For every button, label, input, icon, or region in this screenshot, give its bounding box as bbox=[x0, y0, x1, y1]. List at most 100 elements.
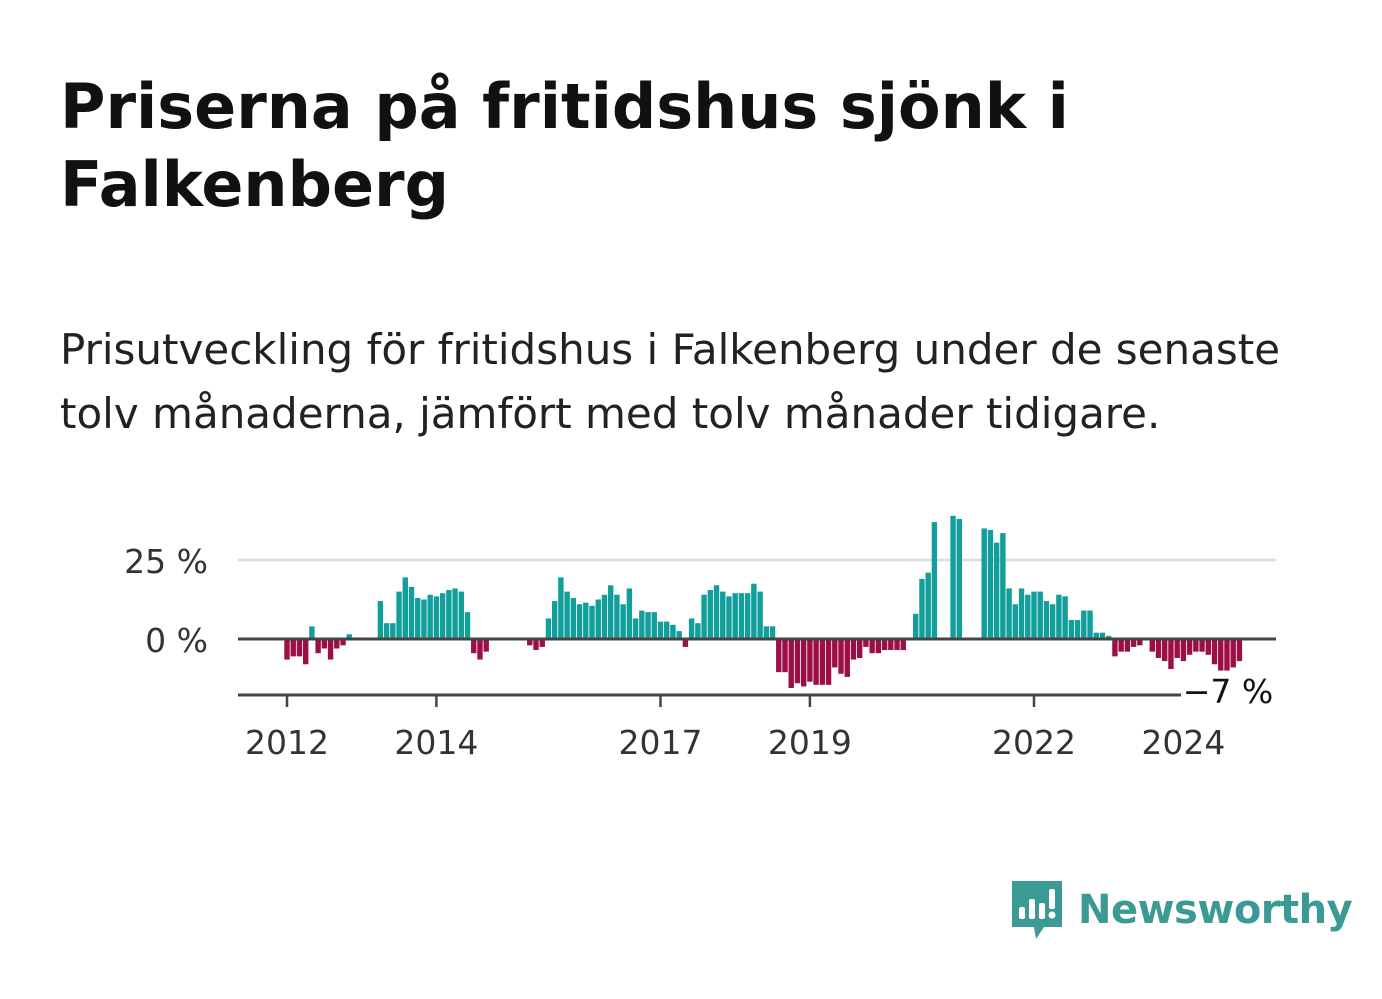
bar bbox=[1130, 639, 1137, 647]
x-tick-label: 2022 bbox=[992, 723, 1076, 762]
bar bbox=[956, 518, 962, 639]
bar bbox=[875, 639, 882, 654]
bar bbox=[819, 639, 826, 685]
bar bbox=[421, 599, 427, 639]
bar bbox=[993, 542, 1000, 639]
bar bbox=[464, 612, 471, 639]
bar bbox=[1031, 591, 1037, 639]
bar bbox=[900, 639, 906, 651]
bar bbox=[570, 597, 577, 639]
bar bbox=[645, 612, 651, 639]
bar bbox=[290, 639, 296, 657]
last-value-label-bg bbox=[1181, 674, 1277, 710]
bar bbox=[346, 634, 352, 639]
bar bbox=[396, 591, 402, 639]
bar bbox=[664, 621, 670, 639]
chart-subtitle: Prisutveckling för fritidshus i Falkenbe… bbox=[60, 325, 1281, 438]
bar bbox=[1162, 639, 1168, 662]
price-change-bar-chart: 25 % 0 % 2012 2014 2017 2019 2022 2024 −7 % bbox=[124, 515, 1277, 762]
bar bbox=[589, 605, 595, 639]
newsworthy-chart-bubble-icon bbox=[1012, 881, 1062, 939]
bar bbox=[1018, 588, 1025, 639]
bar bbox=[807, 639, 813, 682]
bar bbox=[1062, 596, 1068, 639]
bar bbox=[595, 599, 601, 639]
bar bbox=[744, 593, 751, 639]
bar bbox=[1025, 594, 1031, 639]
y-tick-label: 25 % bbox=[124, 542, 208, 581]
brand-name: Newsworthy bbox=[1078, 887, 1353, 933]
bar bbox=[427, 594, 433, 639]
bar bbox=[738, 593, 745, 639]
bar bbox=[327, 639, 334, 660]
bar bbox=[1081, 610, 1087, 639]
bar bbox=[545, 618, 552, 639]
bar bbox=[1112, 639, 1118, 657]
bar bbox=[533, 639, 539, 651]
bar bbox=[315, 639, 321, 654]
bar bbox=[1168, 639, 1174, 670]
bar bbox=[881, 639, 888, 651]
bar bbox=[1037, 591, 1043, 639]
bar bbox=[1087, 610, 1093, 639]
bar bbox=[483, 639, 489, 652]
bar bbox=[433, 596, 440, 639]
bar bbox=[576, 604, 583, 639]
bar bbox=[919, 578, 925, 639]
bar bbox=[676, 631, 682, 639]
x-tick-label: 2014 bbox=[394, 723, 478, 762]
bar bbox=[1118, 639, 1124, 652]
bar bbox=[769, 626, 776, 639]
bar bbox=[657, 621, 664, 639]
bar bbox=[713, 585, 720, 639]
bar bbox=[383, 623, 390, 639]
bar bbox=[296, 639, 303, 657]
bar bbox=[551, 601, 558, 639]
bar bbox=[608, 585, 614, 639]
bar bbox=[583, 602, 589, 639]
bar bbox=[1224, 639, 1230, 671]
bar bbox=[1049, 604, 1056, 639]
x-tick-label: 2024 bbox=[1141, 723, 1225, 762]
bar bbox=[1230, 639, 1236, 668]
bar bbox=[757, 591, 763, 639]
bar bbox=[471, 639, 477, 654]
bar bbox=[1137, 639, 1143, 646]
bar bbox=[1093, 632, 1099, 639]
bar bbox=[1155, 639, 1162, 658]
bar bbox=[888, 639, 894, 651]
bar bbox=[688, 618, 695, 639]
bar bbox=[838, 639, 844, 674]
bar bbox=[1193, 639, 1199, 652]
bar bbox=[987, 529, 994, 639]
tick-labels: 25 % 0 % 2012 2014 2017 2019 2022 2024 −7 % bbox=[124, 542, 1277, 762]
bar bbox=[1056, 594, 1062, 639]
bar bbox=[695, 623, 701, 639]
bar bbox=[732, 593, 738, 639]
bar bbox=[850, 639, 857, 660]
bar bbox=[564, 591, 570, 639]
bar bbox=[527, 639, 533, 646]
bar bbox=[439, 593, 446, 639]
bar bbox=[950, 515, 956, 639]
bar bbox=[1006, 588, 1012, 639]
bar bbox=[794, 639, 801, 684]
bar bbox=[1106, 635, 1112, 639]
x-tick-label: 2017 bbox=[619, 723, 703, 762]
bar bbox=[863, 639, 869, 647]
bar bbox=[813, 639, 819, 685]
bar bbox=[620, 604, 626, 639]
bar bbox=[302, 639, 309, 665]
bar bbox=[1099, 632, 1106, 639]
bar bbox=[931, 522, 938, 639]
bar bbox=[701, 594, 707, 639]
y-tick-label: 0 % bbox=[145, 621, 208, 660]
bar bbox=[558, 577, 564, 639]
bar bbox=[1211, 639, 1218, 665]
bar bbox=[720, 591, 726, 639]
bar bbox=[1218, 639, 1224, 671]
bar bbox=[1000, 533, 1006, 639]
bar bbox=[925, 572, 931, 639]
bar bbox=[632, 618, 639, 639]
bar bbox=[913, 613, 919, 639]
